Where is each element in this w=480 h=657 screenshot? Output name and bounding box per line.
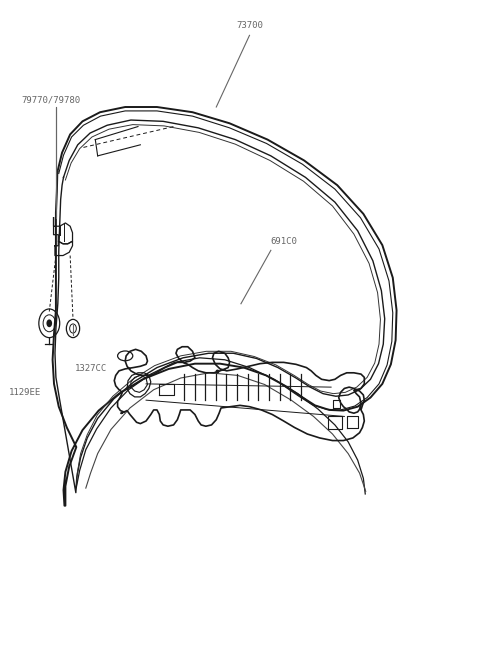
Text: 691C0: 691C0 (271, 237, 298, 246)
Circle shape (47, 319, 52, 327)
Text: 73700: 73700 (236, 21, 263, 30)
Text: 1129EE: 1129EE (9, 388, 41, 397)
Text: 79770/79780: 79770/79780 (22, 95, 81, 104)
Text: 1327CC: 1327CC (75, 365, 107, 373)
